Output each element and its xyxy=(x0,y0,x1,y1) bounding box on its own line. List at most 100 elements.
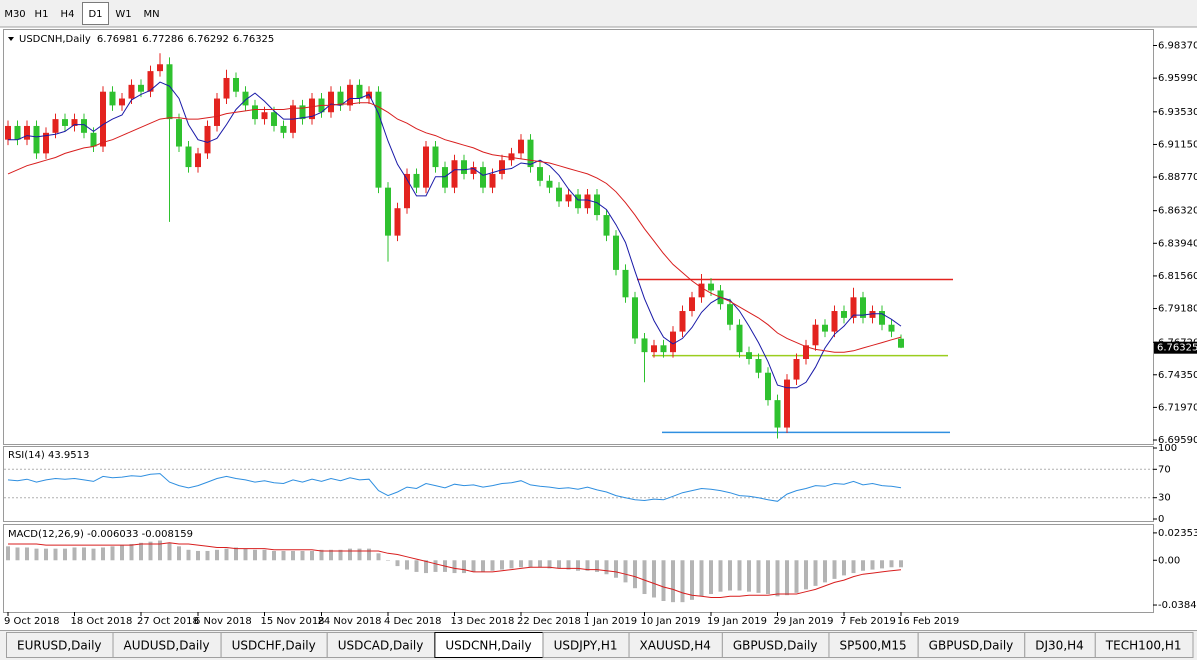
candle-body xyxy=(470,167,477,174)
chart-menu-arrow[interactable] xyxy=(8,37,14,41)
y-tick-label: 6.93530 xyxy=(1158,107,1197,118)
macd-bar xyxy=(728,560,732,591)
header-value: 6.76292 xyxy=(188,34,229,45)
tab-bg xyxy=(112,632,222,658)
macd-bar xyxy=(509,560,514,569)
tab-label[interactable]: GBPUSD,Daily xyxy=(929,639,1014,653)
timeframe-button[interactable]: MN xyxy=(143,9,159,20)
x-tick-label: 18 Oct 2018 xyxy=(71,616,133,627)
macd-bar xyxy=(196,550,200,561)
macd-bar xyxy=(319,549,324,561)
macd-bar xyxy=(899,560,903,568)
rsi-line xyxy=(7,473,902,502)
timeframe-button[interactable]: H1 xyxy=(35,9,49,20)
tab[interactable]: GBPUSD,Daily xyxy=(917,632,1026,658)
tab-bg xyxy=(6,632,114,658)
candle-body xyxy=(223,77,230,99)
x-tick-label: 22 Dec 2018 xyxy=(517,616,581,627)
candle-body xyxy=(442,167,448,188)
tab[interactable]: DJ30,H4 xyxy=(1024,632,1096,658)
tab[interactable]: USDJPY,H1 xyxy=(542,632,630,658)
macd-bar xyxy=(338,549,343,561)
tab-label[interactable]: XAUUSD,H4 xyxy=(640,639,711,653)
macd-bar xyxy=(186,549,191,561)
y-tick-label: -0.038466 xyxy=(1158,600,1197,611)
timeframe-button[interactable]: H4 xyxy=(61,9,75,20)
macd-bar xyxy=(870,560,875,570)
tab-label[interactable]: AUDUSD,Daily xyxy=(124,639,210,653)
macd-bar xyxy=(614,560,618,578)
tab[interactable]: USDCHF,Daily xyxy=(220,632,328,658)
tab-label[interactable]: TECH100,H1 xyxy=(1105,639,1182,653)
macd-bar xyxy=(129,543,134,561)
candle-body xyxy=(119,98,125,106)
tab-label[interactable]: USDCNH,Daily xyxy=(445,639,531,653)
candle-body xyxy=(5,125,11,140)
candle-body xyxy=(556,187,562,202)
macd-bar xyxy=(652,560,656,598)
tab[interactable]: USDCAD,Daily xyxy=(326,632,436,658)
macd-bar xyxy=(585,560,590,571)
candle-body xyxy=(641,338,648,353)
candle-body xyxy=(812,324,819,346)
candle-body xyxy=(413,173,420,188)
tab-label[interactable]: USDCHF,Daily xyxy=(232,639,316,653)
macd-bar xyxy=(804,560,808,590)
macd-bar xyxy=(224,548,229,561)
macd-bar xyxy=(471,560,476,572)
tab-bg xyxy=(1094,632,1194,658)
tab-label[interactable]: GBPUSD,Daily xyxy=(733,639,818,653)
y-tick-label: 6.88770 xyxy=(1158,172,1197,183)
y-tick-label: 6.83940 xyxy=(1158,238,1197,249)
tab-label[interactable]: USDCAD,Daily xyxy=(338,639,424,653)
tab[interactable]: XAUUSD,H4 xyxy=(628,632,723,658)
candle-body xyxy=(147,71,154,92)
macd-bar xyxy=(813,560,818,586)
macd-bar xyxy=(718,560,723,592)
x-tick-label: 9 Oct 2018 xyxy=(4,616,59,627)
macd-bar xyxy=(253,549,257,561)
candle-body xyxy=(622,269,629,298)
macd-bar xyxy=(205,550,210,561)
macd-bar xyxy=(433,560,438,572)
macd-bar xyxy=(699,560,704,597)
chart-header: USDCNH,Daily 6.76981 6.77286 6.76292 6.76325 xyxy=(19,34,274,45)
timeframe-button[interactable]: D1 xyxy=(88,9,102,20)
candle-body xyxy=(727,304,733,325)
macd-bar xyxy=(386,560,390,561)
tab[interactable]: SP500,M15 xyxy=(828,632,919,658)
candle-body xyxy=(24,125,30,140)
candle-body xyxy=(385,187,391,236)
candle-body xyxy=(157,64,163,72)
tab-bg xyxy=(828,632,919,658)
rsi-pane-frame xyxy=(3,446,1154,522)
timeframe-button[interactable]: M30 xyxy=(4,9,25,20)
macd-bar xyxy=(215,549,219,561)
tab[interactable]: USDCNH,Daily xyxy=(434,632,544,658)
tab-label[interactable]: SP500,M15 xyxy=(839,639,906,653)
macd-bar xyxy=(633,560,637,589)
macd-bar xyxy=(281,550,286,561)
tab[interactable]: TECH100,H1 xyxy=(1094,632,1194,658)
tab-label[interactable]: DJ30,H4 xyxy=(1035,639,1084,653)
macd-bar xyxy=(110,546,115,561)
timeframe-button[interactable]: W1 xyxy=(115,9,131,20)
candle-body xyxy=(898,338,904,348)
candle-body xyxy=(62,119,68,126)
macd-bar xyxy=(25,547,29,561)
macd-bar xyxy=(44,548,48,561)
y-tick-label: 70 xyxy=(1158,464,1171,475)
tab[interactable]: EURUSD,Daily xyxy=(6,632,114,658)
candle-body xyxy=(793,359,800,380)
tab[interactable]: AUDUSD,Daily xyxy=(112,632,222,658)
candle-body xyxy=(518,139,524,154)
moving-average xyxy=(8,81,902,389)
header-value: 6.76325 xyxy=(233,34,274,45)
candle-body xyxy=(632,297,638,339)
tab-label[interactable]: USDJPY,H1 xyxy=(554,639,618,653)
tab-label[interactable]: EURUSD,Daily xyxy=(17,639,102,653)
candle-body xyxy=(432,146,439,168)
macd-bar xyxy=(709,560,713,595)
macd-bar xyxy=(82,547,86,561)
tab[interactable]: GBPUSD,Daily xyxy=(721,632,830,658)
